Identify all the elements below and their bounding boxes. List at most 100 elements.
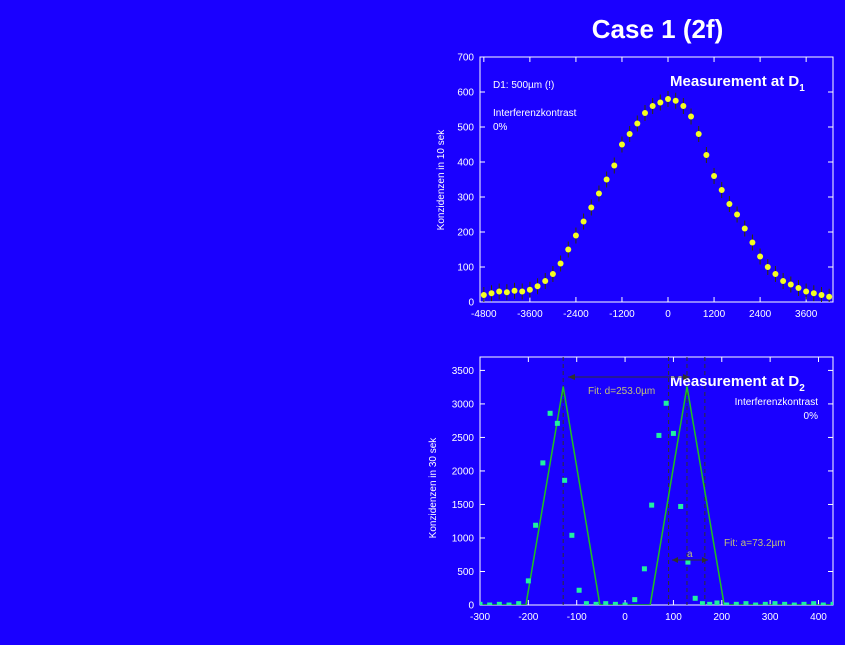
chart-d2-point bbox=[516, 601, 522, 605]
chart-d1-point bbox=[557, 260, 564, 267]
chart-d2-heading: Measurement at D2 bbox=[670, 373, 805, 394]
chart-d1-point bbox=[672, 97, 679, 104]
chart-d1-ytick-label: 700 bbox=[457, 53, 474, 64]
chart-d2-xtick-label: 0 bbox=[622, 612, 628, 623]
page-title: Case 1 (2f) bbox=[591, 14, 724, 44]
chart-d2-point bbox=[820, 602, 826, 605]
chart-d1-point bbox=[603, 176, 610, 183]
chart-d2-heading-subscript: 2 bbox=[799, 383, 805, 394]
chart-d1-point bbox=[780, 278, 787, 284]
chart-d1-point bbox=[511, 287, 518, 294]
chart-d1-xtick-label: -4800 bbox=[471, 309, 497, 320]
chart-d2-point bbox=[593, 601, 599, 605]
chart-d1-point bbox=[795, 285, 802, 291]
chart-d2-point bbox=[733, 601, 739, 605]
chart-d2-fit-line bbox=[480, 386, 833, 605]
chart-d1-point bbox=[803, 288, 810, 295]
chart-d2-point bbox=[583, 601, 589, 605]
chart-d1-point bbox=[595, 190, 602, 197]
chart-d1-heading: Measurement at D1 bbox=[670, 73, 805, 94]
chart-d1-point bbox=[496, 288, 503, 295]
chart-d1-point bbox=[480, 292, 487, 298]
chart-d1-point bbox=[665, 96, 672, 102]
chart-d2-width-arrow-head-left bbox=[672, 557, 678, 563]
chart-d1-point bbox=[818, 292, 825, 298]
chart-d2-frame bbox=[479, 356, 834, 606]
chart-d2-ytick-label: 500 bbox=[457, 567, 474, 578]
chart-d2-point bbox=[632, 597, 638, 603]
chart-d1-heading-subscript: 1 bbox=[799, 83, 805, 94]
chart-d1-ytick-label: 500 bbox=[457, 123, 474, 134]
chart-d1-point bbox=[718, 187, 725, 193]
chart-d1-frame bbox=[479, 56, 834, 303]
chart-d1-point bbox=[741, 225, 748, 232]
chart-d2-annotation-1: Interferenzkontrast bbox=[735, 397, 819, 408]
chart-d2-point bbox=[724, 602, 730, 605]
chart-d2-point bbox=[641, 566, 647, 572]
chart-d1-point bbox=[526, 286, 533, 293]
chart-d2-distance-arrow-head-right bbox=[683, 374, 690, 380]
chart-d2-point bbox=[554, 420, 560, 426]
chart-d1-ytick-label: 100 bbox=[457, 263, 474, 274]
chart-d2-point bbox=[678, 503, 684, 509]
chart-d1-point bbox=[703, 152, 710, 158]
chart-d1-point bbox=[588, 204, 595, 211]
chart-d1-point bbox=[611, 162, 618, 169]
chart-d2-point bbox=[656, 432, 662, 438]
chart-d2-xtick-label: -200 bbox=[518, 612, 538, 623]
chart-d2-point bbox=[569, 532, 575, 538]
chart-d2-point bbox=[685, 559, 691, 565]
chart-d2-fit-label-a: Fit: a=73.2µm bbox=[724, 538, 786, 549]
chart-d1-annotation-3: 0% bbox=[493, 122, 508, 133]
chart-d1-xtick-label: 1200 bbox=[703, 309, 726, 320]
chart-d2-point bbox=[670, 430, 676, 436]
chart-d1-point bbox=[503, 289, 510, 296]
chart-d1-point bbox=[772, 271, 779, 277]
chart-d2-point bbox=[540, 460, 546, 466]
chart-d2-ytick-label: 3000 bbox=[452, 399, 475, 410]
chart-d1-annotation-1: D1: 500µm (!) bbox=[493, 80, 554, 91]
chart-d1-point bbox=[711, 173, 718, 179]
chart-d1-point bbox=[810, 290, 817, 297]
chart-d2-ytick-label: 2500 bbox=[452, 433, 475, 444]
chart-d2-point bbox=[562, 477, 568, 483]
chart-d2-point bbox=[811, 601, 817, 605]
chart-d1-xtick-label: 3600 bbox=[795, 309, 818, 320]
chart-d2-xtick-label: 100 bbox=[665, 612, 682, 623]
chart-d1-xtick-label: -1200 bbox=[609, 309, 635, 320]
chart-d2-ylabel: Konzidenzen in 30 sek bbox=[428, 437, 439, 539]
chart-d2-width-arrow-head-right bbox=[702, 557, 708, 563]
chart-d1-heading-text: Measurement at D bbox=[670, 73, 799, 90]
chart-d1-point bbox=[618, 141, 625, 148]
chart-d2-fit-label-d: Fit: d=253.0µm bbox=[588, 386, 655, 397]
chart-d1-xtick-label: 0 bbox=[665, 309, 671, 320]
chart-d2-point bbox=[663, 400, 669, 406]
chart-d1-point bbox=[657, 99, 664, 106]
chart-d2-annotation-2: 0% bbox=[804, 411, 819, 422]
chart-d1-point bbox=[726, 201, 733, 207]
chart-d2-point bbox=[762, 601, 768, 605]
chart-d2-point bbox=[753, 602, 759, 605]
chart-d2-ytick-label: 2000 bbox=[452, 466, 475, 477]
chart-d2-point bbox=[480, 601, 483, 605]
chart-d2-ytick-label: 1000 bbox=[452, 533, 475, 544]
chart-d1-point bbox=[565, 246, 572, 253]
chart-d1-xtick-label: -3600 bbox=[517, 309, 543, 320]
chart-d2-point bbox=[707, 601, 713, 605]
chart-d1-point bbox=[688, 113, 695, 120]
chart-d2-xtick-label: 400 bbox=[810, 612, 827, 623]
chart-d1-point bbox=[572, 232, 579, 239]
chart-d2-xtick-label: -100 bbox=[567, 612, 587, 623]
chart-d2-point bbox=[622, 602, 628, 605]
chart-d1-point bbox=[519, 288, 526, 295]
chart-d2-heading-text: Measurement at D bbox=[670, 373, 799, 390]
chart-d2-point bbox=[699, 601, 705, 605]
chart-d2-point bbox=[576, 587, 582, 593]
chart-d1-point bbox=[641, 110, 648, 116]
chart-d1-ytick-label: 200 bbox=[457, 228, 474, 239]
chart-d2-ytick-label: 0 bbox=[468, 601, 474, 612]
chart-d1-point bbox=[626, 131, 633, 137]
chart-d1-point bbox=[680, 103, 687, 109]
chart-d2-point bbox=[692, 595, 698, 601]
